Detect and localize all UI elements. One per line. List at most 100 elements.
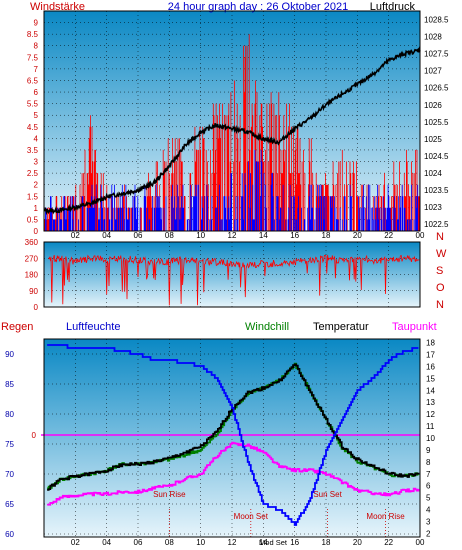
- temperature-tick: 12: [426, 410, 435, 419]
- pressure-tick: 1024: [424, 169, 442, 178]
- temperature-tick: 14: [426, 386, 435, 395]
- wind-speed-tick: 2: [34, 181, 39, 190]
- pressure-tick: 1023.5: [424, 186, 449, 195]
- hour-tick: 18: [322, 231, 331, 240]
- hour-tick: 04: [102, 538, 111, 547]
- compass-label: W: [436, 248, 447, 260]
- hour-tick: 00: [416, 231, 425, 240]
- humidity-tick: 90: [5, 350, 14, 359]
- wind-speed-tick: 0.5: [27, 215, 39, 224]
- moon-set-axis-label: Mod Set: [259, 538, 288, 547]
- pressure-tick: 1028: [424, 33, 442, 42]
- wind-speed-tick: 9: [34, 19, 39, 28]
- pressure-axis-title: Luftdruck: [370, 1, 416, 13]
- wind-pressure-frame: [43, 10, 421, 232]
- pressure-tick: 1022.5: [424, 220, 449, 229]
- compass-label: S: [436, 265, 443, 277]
- temperature-tick: 16: [426, 362, 435, 371]
- annotation-label: Sun Rise: [153, 490, 186, 499]
- hour-tick: 08: [165, 538, 174, 547]
- wind-speed-tick: 0: [34, 227, 39, 236]
- wind-speed-tick: 7: [34, 65, 39, 74]
- hour-tick: 10: [196, 538, 205, 547]
- temperature-tick: 7: [426, 470, 431, 479]
- hour-tick: 12: [228, 231, 237, 240]
- rain-zero-label: 0: [32, 431, 37, 440]
- temperature-tick: 4: [426, 506, 431, 515]
- hour-tick: 00: [416, 538, 425, 547]
- pressure-tick: 1024.5: [424, 152, 449, 161]
- wind-speed-tick: 8.5: [27, 30, 39, 39]
- legend-rain: Regen: [1, 321, 33, 333]
- temperature-tick: 11: [426, 422, 435, 431]
- temperature-tick-labels: 2 3 4 5 6 7 8 9 10 11 12 13 14 15 16 17 18: [426, 339, 435, 539]
- wind-speed-tick: 7.5: [27, 53, 39, 62]
- pressure-tick: 1023: [424, 203, 442, 212]
- hour-tick: 22: [384, 231, 393, 240]
- hour-tick: 08: [165, 231, 174, 240]
- temperature-humidity-frame: [43, 338, 421, 538]
- wind-direction-frame: [43, 241, 421, 308]
- gust-bars: [45, 149, 421, 231]
- legend-dewpoint: Taupunkt: [392, 321, 437, 333]
- hour-tick: 02: [71, 231, 80, 240]
- pressure-tick: 1026: [424, 101, 442, 110]
- pressure-series: [43, 46, 421, 216]
- wind-speed-tick: 3: [34, 158, 39, 167]
- series-taupunkt: [47, 441, 420, 506]
- hour-tick: 10: [196, 231, 205, 240]
- wind-direction-line: [48, 254, 420, 306]
- hour-tick: 06: [134, 231, 143, 240]
- direction-tick: 360: [25, 238, 39, 247]
- temperature-tick: 9: [426, 446, 431, 455]
- pressure-tick: 1025.5: [424, 118, 449, 127]
- temperature-tick: 15: [426, 374, 435, 383]
- hour-tick: 14: [259, 538, 268, 547]
- wind-speed-tick: 2.5: [27, 169, 39, 178]
- wind-speed-tick: 5.5: [27, 100, 39, 109]
- hour-tick: 14: [259, 231, 268, 240]
- hour-tick: 04: [102, 231, 111, 240]
- temperature-tick: 5: [426, 494, 431, 503]
- wind-speed-tick: 4: [34, 134, 39, 143]
- legend-humidity: Luftfeuchte: [66, 321, 120, 333]
- wind-speed-tick: 6.5: [27, 76, 39, 85]
- humidity-tick: 80: [5, 410, 14, 419]
- humidity-tick-labels: 60 65 70 75 80 85 90: [5, 350, 14, 539]
- annotation-label: Moon Set: [234, 512, 269, 521]
- compass-label: N: [436, 231, 444, 243]
- series-luftfeuchte: [47, 344, 419, 526]
- hour-tick: 20: [353, 231, 362, 240]
- hour-tick: 12: [228, 538, 237, 547]
- hour-tick: 20: [353, 538, 362, 547]
- pressure-line: [43, 46, 421, 216]
- temperature-tick: 10: [426, 434, 435, 443]
- pressure-tick: 1027.5: [424, 50, 449, 59]
- hour-tick-labels: 02 04 06 08 10 12 14 16 18 20 22 00: [71, 231, 425, 240]
- direction-tick: 180: [25, 271, 39, 280]
- pressure-tick: 1027: [424, 67, 442, 76]
- temperature-humidity-series: [47, 344, 420, 526]
- pressure-tick: 1028.5: [424, 16, 449, 25]
- temperature-tick: 8: [426, 458, 431, 467]
- wind-speed-tick: 6: [34, 88, 39, 97]
- astronomy-annotations: Sun Rise Moon Set Sun Set Moon Rise Mod Set: [153, 490, 405, 547]
- wind-speed-tick: 3.5: [27, 146, 39, 155]
- humidity-tick: 75: [5, 440, 14, 449]
- hour-tick: 06: [134, 538, 143, 547]
- temperature-tick: 17: [426, 351, 435, 360]
- wind-speed-tick-labels: 0 0.5 1 1.5 2 2.5 3 3.5 4 4.5 5 5.5 6 6.5 7 7.5 8 8.5 9: [27, 19, 39, 236]
- temperature-tick: 18: [426, 339, 435, 348]
- compass-label: O: [436, 282, 445, 294]
- wind-speed-tick: 8: [34, 42, 39, 51]
- hour-tick: 16: [290, 231, 299, 240]
- wind-direction-tick-labels: 0 90 180 270 360: [25, 238, 39, 312]
- wind-direction-series: [48, 254, 420, 306]
- pressure-tick-labels: 1022.5 1023 1023.5 1024 1024.5 1025 1025.5 1026…: [424, 16, 449, 230]
- legend-windchill: Windchill: [245, 321, 289, 333]
- temperature-tick: 13: [426, 398, 435, 407]
- wind-speed-tick: 4.5: [27, 123, 39, 132]
- hour-tick: 18: [322, 538, 331, 547]
- hour-tick: 22: [384, 538, 393, 547]
- wind-speed-tick: 1.5: [27, 192, 39, 201]
